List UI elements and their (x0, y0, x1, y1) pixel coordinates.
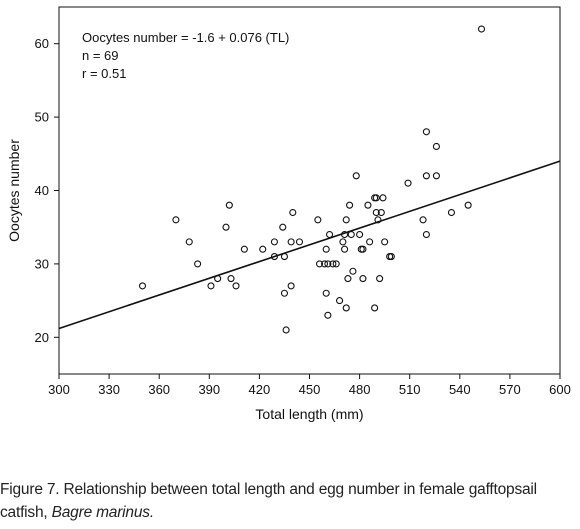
data-point (271, 239, 277, 245)
y-tick-label: 60 (35, 36, 49, 51)
data-point (315, 217, 321, 223)
y-tick-label: 40 (35, 183, 49, 198)
x-tick-label: 360 (148, 382, 170, 397)
data-point (372, 305, 378, 311)
data-point (280, 224, 286, 230)
data-point (342, 246, 348, 252)
data-point (377, 276, 383, 282)
x-tick-label: 390 (198, 382, 220, 397)
data-point (353, 173, 359, 179)
x-tick-label: 450 (299, 382, 321, 397)
data-point (382, 239, 388, 245)
data-point (448, 210, 454, 216)
x-tick-label: 540 (449, 382, 471, 397)
data-point (140, 283, 146, 289)
data-point (323, 246, 329, 252)
x-tick-label: 570 (499, 382, 521, 397)
x-tick-label: 510 (399, 382, 421, 397)
plot-frame (59, 7, 560, 374)
data-point (479, 26, 485, 32)
y-tick-label: 30 (35, 256, 49, 271)
x-tick-label: 600 (549, 382, 571, 397)
data-point (195, 261, 201, 267)
data-point (337, 298, 343, 304)
annotation-line: n = 69 (82, 48, 119, 63)
data-point (233, 283, 239, 289)
data-point (173, 217, 179, 223)
data-point (423, 129, 429, 135)
data-point (343, 305, 349, 311)
data-point (290, 210, 296, 216)
data-point (186, 239, 192, 245)
data-point (223, 224, 229, 230)
data-point (323, 290, 329, 296)
data-point (465, 202, 471, 208)
annotation-line: r = 0.51 (82, 66, 126, 81)
data-point (350, 268, 356, 274)
data-point (288, 283, 294, 289)
data-point (345, 276, 351, 282)
data-point (405, 180, 411, 186)
data-point (283, 327, 289, 333)
data-point (281, 254, 287, 260)
figure-caption: Figure 7. Relationship between total len… (0, 478, 580, 524)
data-point (226, 202, 232, 208)
y-tick-label: 20 (35, 330, 49, 345)
data-point (215, 276, 221, 282)
data-point (360, 276, 366, 282)
x-tick-label: 300 (48, 382, 70, 397)
x-tick-label: 480 (349, 382, 371, 397)
y-axis-title: Oocytes number (6, 139, 22, 242)
data-point (367, 239, 373, 245)
data-point (380, 195, 386, 201)
data-point (365, 202, 371, 208)
data-point (281, 290, 287, 296)
data-point (343, 217, 349, 223)
caption-species: Bagre marinus. (52, 504, 154, 521)
data-point (348, 232, 354, 238)
annotation-line: Oocytes number = -1.6 + 0.076 (TL) (82, 30, 289, 45)
data-point (325, 312, 331, 318)
data-point (288, 239, 294, 245)
data-point (208, 283, 214, 289)
data-point (433, 143, 439, 149)
data-point (347, 202, 353, 208)
data-point (433, 173, 439, 179)
data-point (241, 246, 247, 252)
data-point (327, 232, 333, 238)
data-point (420, 217, 426, 223)
x-tick-label: 420 (249, 382, 271, 397)
data-point (357, 232, 363, 238)
data-point (423, 232, 429, 238)
x-axis-title: Total length (mm) (255, 406, 363, 422)
data-point (228, 276, 234, 282)
x-tick-label: 330 (98, 382, 120, 397)
data-point (423, 173, 429, 179)
y-tick-label: 50 (35, 110, 49, 125)
scatter-plot: 300 330 360 390 420 450 480 510 540 570 600 20 30 40… (0, 0, 580, 475)
data-point (340, 239, 346, 245)
data-point (296, 239, 302, 245)
data-point (260, 246, 266, 252)
regression-line (59, 161, 560, 328)
